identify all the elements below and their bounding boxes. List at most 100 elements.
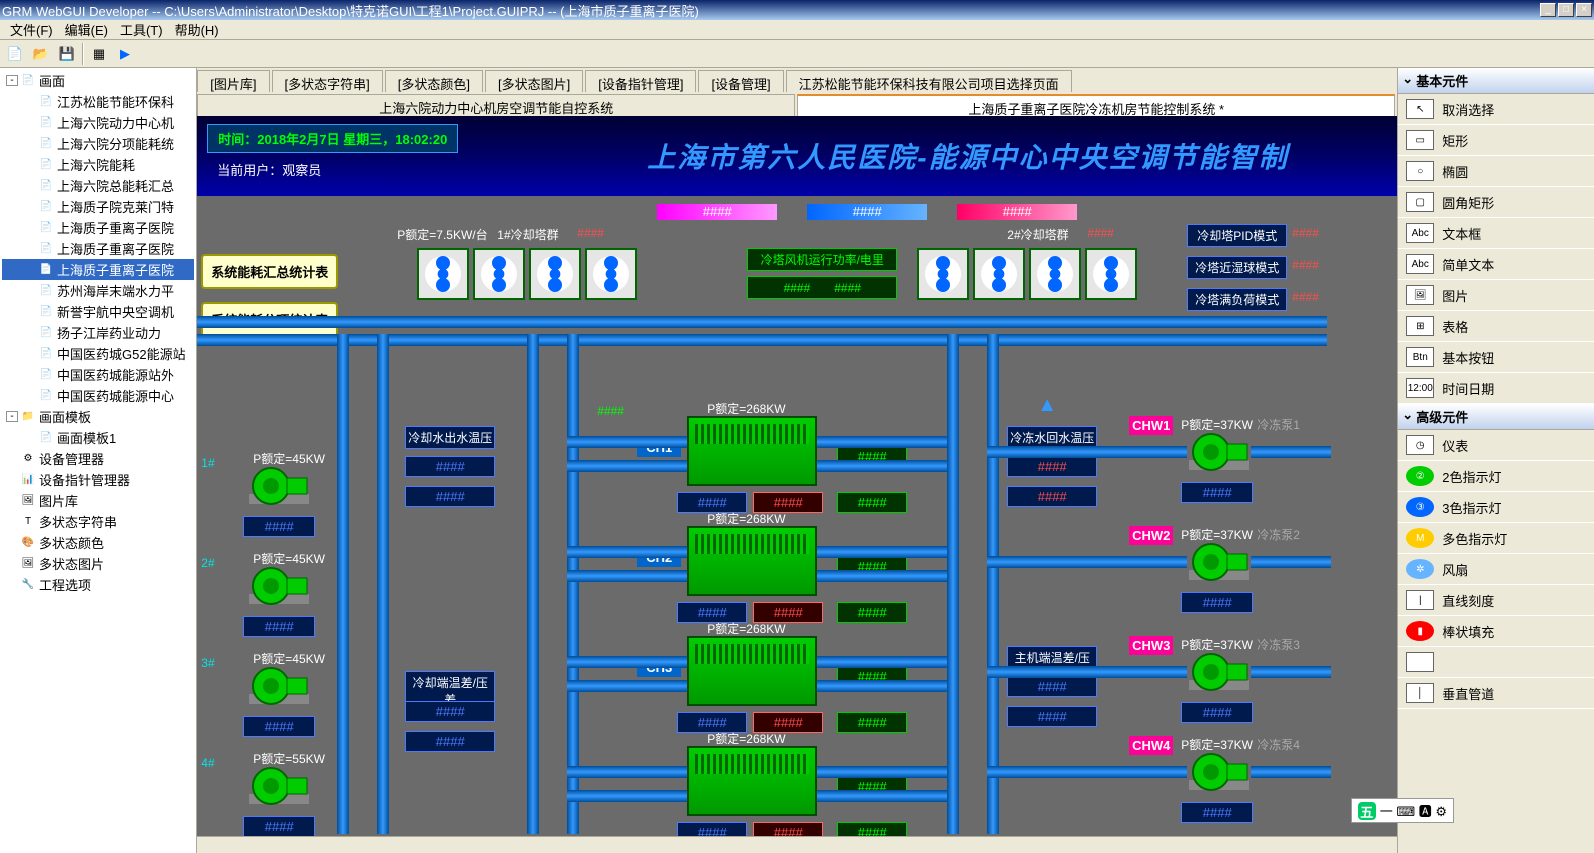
tab[interactable]: [多状态字符串] bbox=[272, 70, 383, 92]
tree-node[interactable]: 📄中国医药城G52能源站 bbox=[2, 343, 194, 364]
palette-item[interactable]: Btn基本按钮 bbox=[1398, 342, 1594, 373]
palette-item[interactable]: ↖取消选择 bbox=[1398, 94, 1594, 125]
chw-tag: CHW1 bbox=[1129, 416, 1173, 435]
tree-node[interactable]: 📄上海质子重离子医院 bbox=[2, 217, 194, 238]
project-tree[interactable]: -📄画面📄江苏松能节能环保科📄上海六院动力中心机📄上海六院分项能耗统📄上海六院能… bbox=[0, 68, 197, 853]
tree-node[interactable]: 📄上海质子院克莱门特 bbox=[2, 196, 194, 217]
stats-total-button[interactable]: 系统能耗汇总统计表 bbox=[201, 254, 338, 289]
tree-node[interactable]: 📄上海六院能耗 bbox=[2, 154, 194, 175]
tree-node[interactable]: 📄画面模板1 bbox=[2, 427, 194, 448]
palette-item[interactable]: ▮棒状填充 bbox=[1398, 616, 1594, 647]
node-icon: 📄 bbox=[38, 389, 54, 403]
chiller bbox=[687, 636, 817, 706]
title-bar: GRM WebGUI Developer -- C:\Users\Adminis… bbox=[0, 0, 1594, 20]
tree-node[interactable]: ⚙设备管理器 bbox=[2, 448, 194, 469]
tree-node[interactable]: 🔧工程选项 bbox=[2, 574, 194, 595]
palette-icon: ③ bbox=[1406, 497, 1434, 517]
palette-item[interactable]: ○椭圆 bbox=[1398, 156, 1594, 187]
close-button[interactable]: × bbox=[1576, 3, 1592, 17]
horizontal-scrollbar[interactable] bbox=[197, 836, 1397, 853]
palette-item[interactable]: ▭矩形 bbox=[1398, 125, 1594, 156]
tab[interactable]: 上海质子重离子医院冷冻机房节能控制系统 * bbox=[797, 94, 1395, 116]
palette-label: 文本框 bbox=[1442, 224, 1481, 243]
tab[interactable]: 上海六院动力中心机房空调节能自控系统 bbox=[197, 94, 795, 116]
palette-item[interactable]: |直线刻度 bbox=[1398, 585, 1594, 616]
tree-node[interactable]: 📄上海质子重离子医院 bbox=[2, 238, 194, 259]
tree-node[interactable]: 📄上海六院分项能耗统 bbox=[2, 133, 194, 154]
window-title: GRM WebGUI Developer -- C:\Users\Adminis… bbox=[2, 1, 1540, 20]
palette-item[interactable]: M多色指示灯 bbox=[1398, 523, 1594, 554]
palette-item[interactable]: ◷仪表 bbox=[1398, 430, 1594, 461]
menu-item[interactable]: 帮助(H) bbox=[169, 18, 225, 41]
tree-node[interactable]: -📁画面模板 bbox=[2, 406, 194, 427]
node-label: 苏州海岸末端水力平 bbox=[57, 281, 174, 300]
tree-node[interactable]: 📄中国医药城能源中心 bbox=[2, 385, 194, 406]
tree-node[interactable]: 📄上海六院动力中心机 bbox=[2, 112, 194, 133]
tree-node[interactable]: 📄上海质子重离子医院 bbox=[2, 259, 194, 280]
tab[interactable]: 江苏松能节能环保科技有限公司项目选择页面 bbox=[786, 70, 1072, 92]
node-icon: 🔧 bbox=[20, 578, 36, 592]
node-icon: 📄 bbox=[38, 347, 54, 361]
palette-item[interactable]: ✲风扇 bbox=[1398, 554, 1594, 585]
tree-node[interactable]: 📄中国医药城能源站外 bbox=[2, 364, 194, 385]
tree-node[interactable]: 📊设备指针管理器 bbox=[2, 469, 194, 490]
palette-group[interactable]: 高级元件 bbox=[1398, 404, 1594, 430]
tab[interactable]: [多状态图片] bbox=[485, 70, 583, 92]
open-button[interactable]: 📂 bbox=[30, 43, 52, 65]
menu-item[interactable]: 编辑(E) bbox=[59, 18, 114, 41]
node-label: 图片库 bbox=[39, 491, 78, 510]
tab[interactable]: [图片库] bbox=[197, 70, 269, 92]
tree-node[interactable]: 📄苏州海岸末端水力平 bbox=[2, 280, 194, 301]
palette-item[interactable]: Abc文本框 bbox=[1398, 218, 1594, 249]
palette-item[interactable]: ②2色指示灯 bbox=[1398, 461, 1594, 492]
new-button[interactable]: 📄 bbox=[4, 43, 26, 65]
palette-label: 直线刻度 bbox=[1442, 591, 1494, 610]
expand-icon[interactable]: - bbox=[6, 75, 18, 86]
tree-node[interactable]: 🎨多状态颜色 bbox=[2, 532, 194, 553]
pump bbox=[247, 466, 311, 510]
value-display: #### bbox=[405, 731, 495, 752]
node-label: 新誉宇航中央空调机 bbox=[57, 302, 174, 321]
tree-node[interactable]: 📄上海六院总能耗汇总 bbox=[2, 175, 194, 196]
ime-indicator[interactable]: 五 一 ⌨ 🅰 ⚙ bbox=[1351, 798, 1454, 823]
node-label: 设备指针管理器 bbox=[39, 470, 130, 489]
mode-wet[interactable]: 冷塔近湿球模式 bbox=[1187, 256, 1287, 279]
run-button[interactable]: ▶ bbox=[114, 43, 136, 65]
minimize-button[interactable]: _ bbox=[1540, 3, 1556, 17]
tree-node[interactable]: T多状态字符串 bbox=[2, 511, 194, 532]
palette-item[interactable]: 🖼图片 bbox=[1398, 280, 1594, 311]
palette-group[interactable]: 基本元件 bbox=[1398, 68, 1594, 94]
tree-node[interactable]: 🖼图片库 bbox=[2, 490, 194, 511]
tree-node[interactable]: -📄画面 bbox=[2, 70, 194, 91]
palette-item[interactable]: Abc简单文本 bbox=[1398, 249, 1594, 280]
tab[interactable]: [设备指针管理] bbox=[585, 70, 696, 92]
palette-label: 风扇 bbox=[1442, 560, 1468, 579]
canvas[interactable]: 时间：2018年2月7日 星期三，18:02:20当前用户：观察员上海市第六人民… bbox=[197, 116, 1397, 836]
value-display: #### bbox=[677, 822, 747, 836]
tree-node[interactable]: 🖼多状态图片 bbox=[2, 553, 194, 574]
palette-item[interactable]: │垂直管道 bbox=[1398, 678, 1594, 709]
palette-icon: ② bbox=[1406, 466, 1434, 486]
palette-item[interactable]: 12:00时间日期 bbox=[1398, 373, 1594, 404]
tab[interactable]: [设备管理] bbox=[698, 70, 783, 92]
node-label: 上海六院总能耗汇总 bbox=[57, 176, 174, 195]
node-icon: 📄 bbox=[38, 221, 54, 235]
palette-item[interactable]: ▢圆角矩形 bbox=[1398, 187, 1594, 218]
tree-node[interactable]: 📄新誉宇航中央空调机 bbox=[2, 301, 194, 322]
mode-full[interactable]: 冷塔满负荷模式 bbox=[1187, 288, 1287, 311]
palette-item[interactable]: ⊞表格 bbox=[1398, 311, 1594, 342]
mode-pid[interactable]: 冷却塔PID模式 bbox=[1187, 224, 1287, 247]
palette-item[interactable]: ③3色指示灯 bbox=[1398, 492, 1594, 523]
palette-item[interactable] bbox=[1398, 647, 1594, 678]
tab[interactable]: [多状态颜色] bbox=[385, 70, 483, 92]
menu-item[interactable]: 工具(T) bbox=[114, 18, 169, 41]
node-icon: 📄 bbox=[38, 368, 54, 382]
node-icon: ⚙ bbox=[20, 452, 36, 466]
save-button[interactable]: 💾 bbox=[56, 43, 78, 65]
grid-button[interactable]: ▦ bbox=[88, 43, 110, 65]
expand-icon[interactable]: - bbox=[6, 411, 18, 422]
menu-item[interactable]: 文件(F) bbox=[4, 18, 59, 41]
tree-node[interactable]: 📄江苏松能节能环保科 bbox=[2, 91, 194, 112]
maximize-button[interactable]: □ bbox=[1558, 3, 1574, 17]
tree-node[interactable]: 📄扬子江岸药业动力 bbox=[2, 322, 194, 343]
